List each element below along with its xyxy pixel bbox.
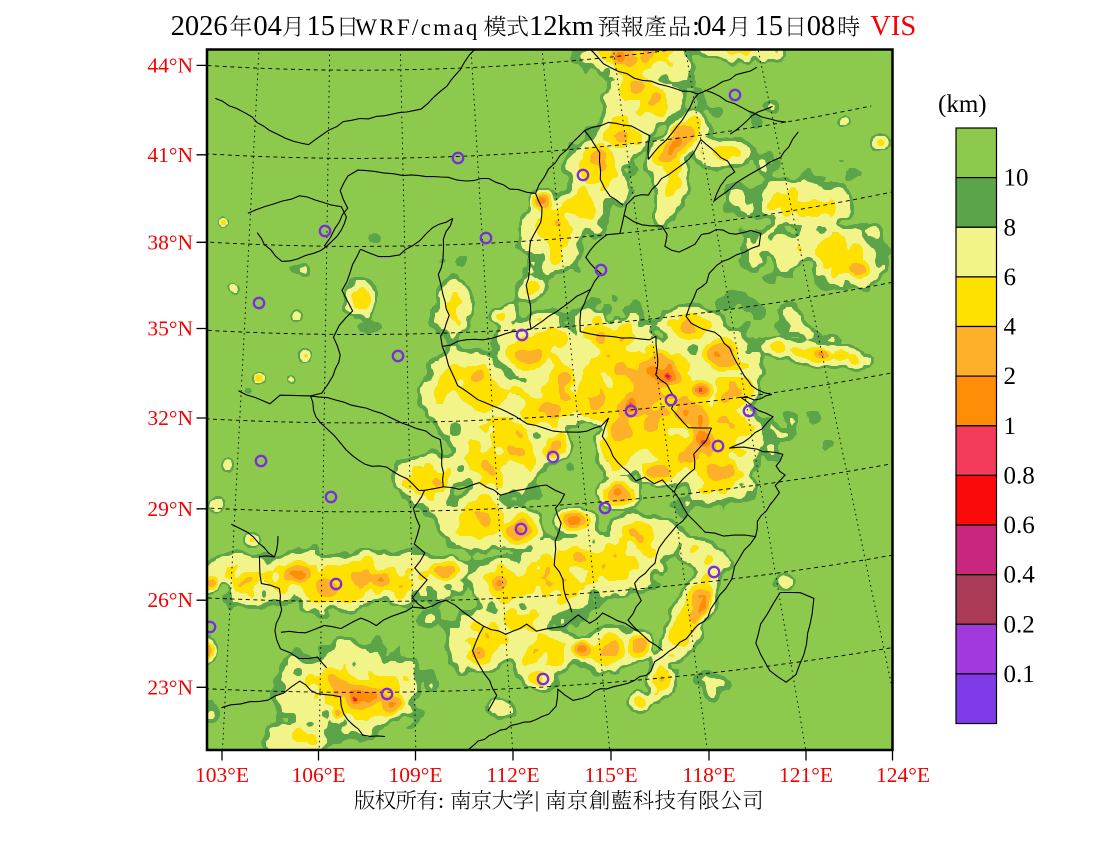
svg-text:VIS: VIS [870, 11, 916, 42]
svg-text:115°E: 115°E [584, 763, 637, 787]
svg-text:(km): (km) [938, 91, 987, 118]
svg-text:0.1: 0.1 [1004, 661, 1035, 688]
svg-text:6: 6 [1004, 264, 1017, 291]
svg-text:38°N: 38°N [147, 230, 193, 254]
svg-text:04: 04 [253, 11, 282, 42]
svg-text:8: 8 [1004, 214, 1017, 241]
svg-text:0.8: 0.8 [1004, 462, 1035, 489]
svg-text:WRF/cmaq: WRF/cmaq [355, 15, 479, 40]
svg-text:41°N: 41°N [147, 143, 193, 167]
svg-text:109°E: 109°E [389, 763, 443, 787]
svg-text:15: 15 [755, 11, 784, 42]
svg-text:23°N: 23°N [147, 675, 193, 699]
svg-text::: : [692, 11, 700, 42]
svg-text:|: | [535, 787, 539, 812]
svg-text:04: 04 [697, 11, 726, 42]
svg-text:106°E: 106°E [292, 763, 346, 787]
svg-text:118°E: 118°E [682, 763, 735, 787]
svg-text:0.6: 0.6 [1004, 512, 1035, 539]
svg-text:1: 1 [1004, 413, 1017, 440]
svg-text:08: 08 [807, 11, 836, 42]
svg-text:32°N: 32°N [147, 406, 193, 430]
svg-text:12km: 12km [529, 11, 594, 42]
svg-text:29°N: 29°N [147, 497, 193, 521]
svg-text:0.2: 0.2 [1004, 611, 1035, 638]
svg-text:10: 10 [1004, 165, 1029, 192]
svg-text:15: 15 [307, 11, 336, 42]
svg-text:124°E: 124°E [876, 763, 930, 787]
svg-text:2: 2 [1004, 363, 1017, 390]
svg-text:26°N: 26°N [147, 588, 193, 612]
svg-text:103°E: 103°E [195, 763, 249, 787]
svg-text::: : [438, 788, 444, 813]
svg-text:0.4: 0.4 [1004, 562, 1036, 589]
svg-text:112°E: 112°E [486, 763, 539, 787]
svg-text:121°E: 121°E [779, 763, 833, 787]
svg-text:4: 4 [1004, 314, 1017, 341]
svg-text:35°N: 35°N [147, 317, 193, 341]
svg-text:44°N: 44°N [147, 53, 193, 77]
svg-text:2026: 2026 [171, 11, 228, 42]
